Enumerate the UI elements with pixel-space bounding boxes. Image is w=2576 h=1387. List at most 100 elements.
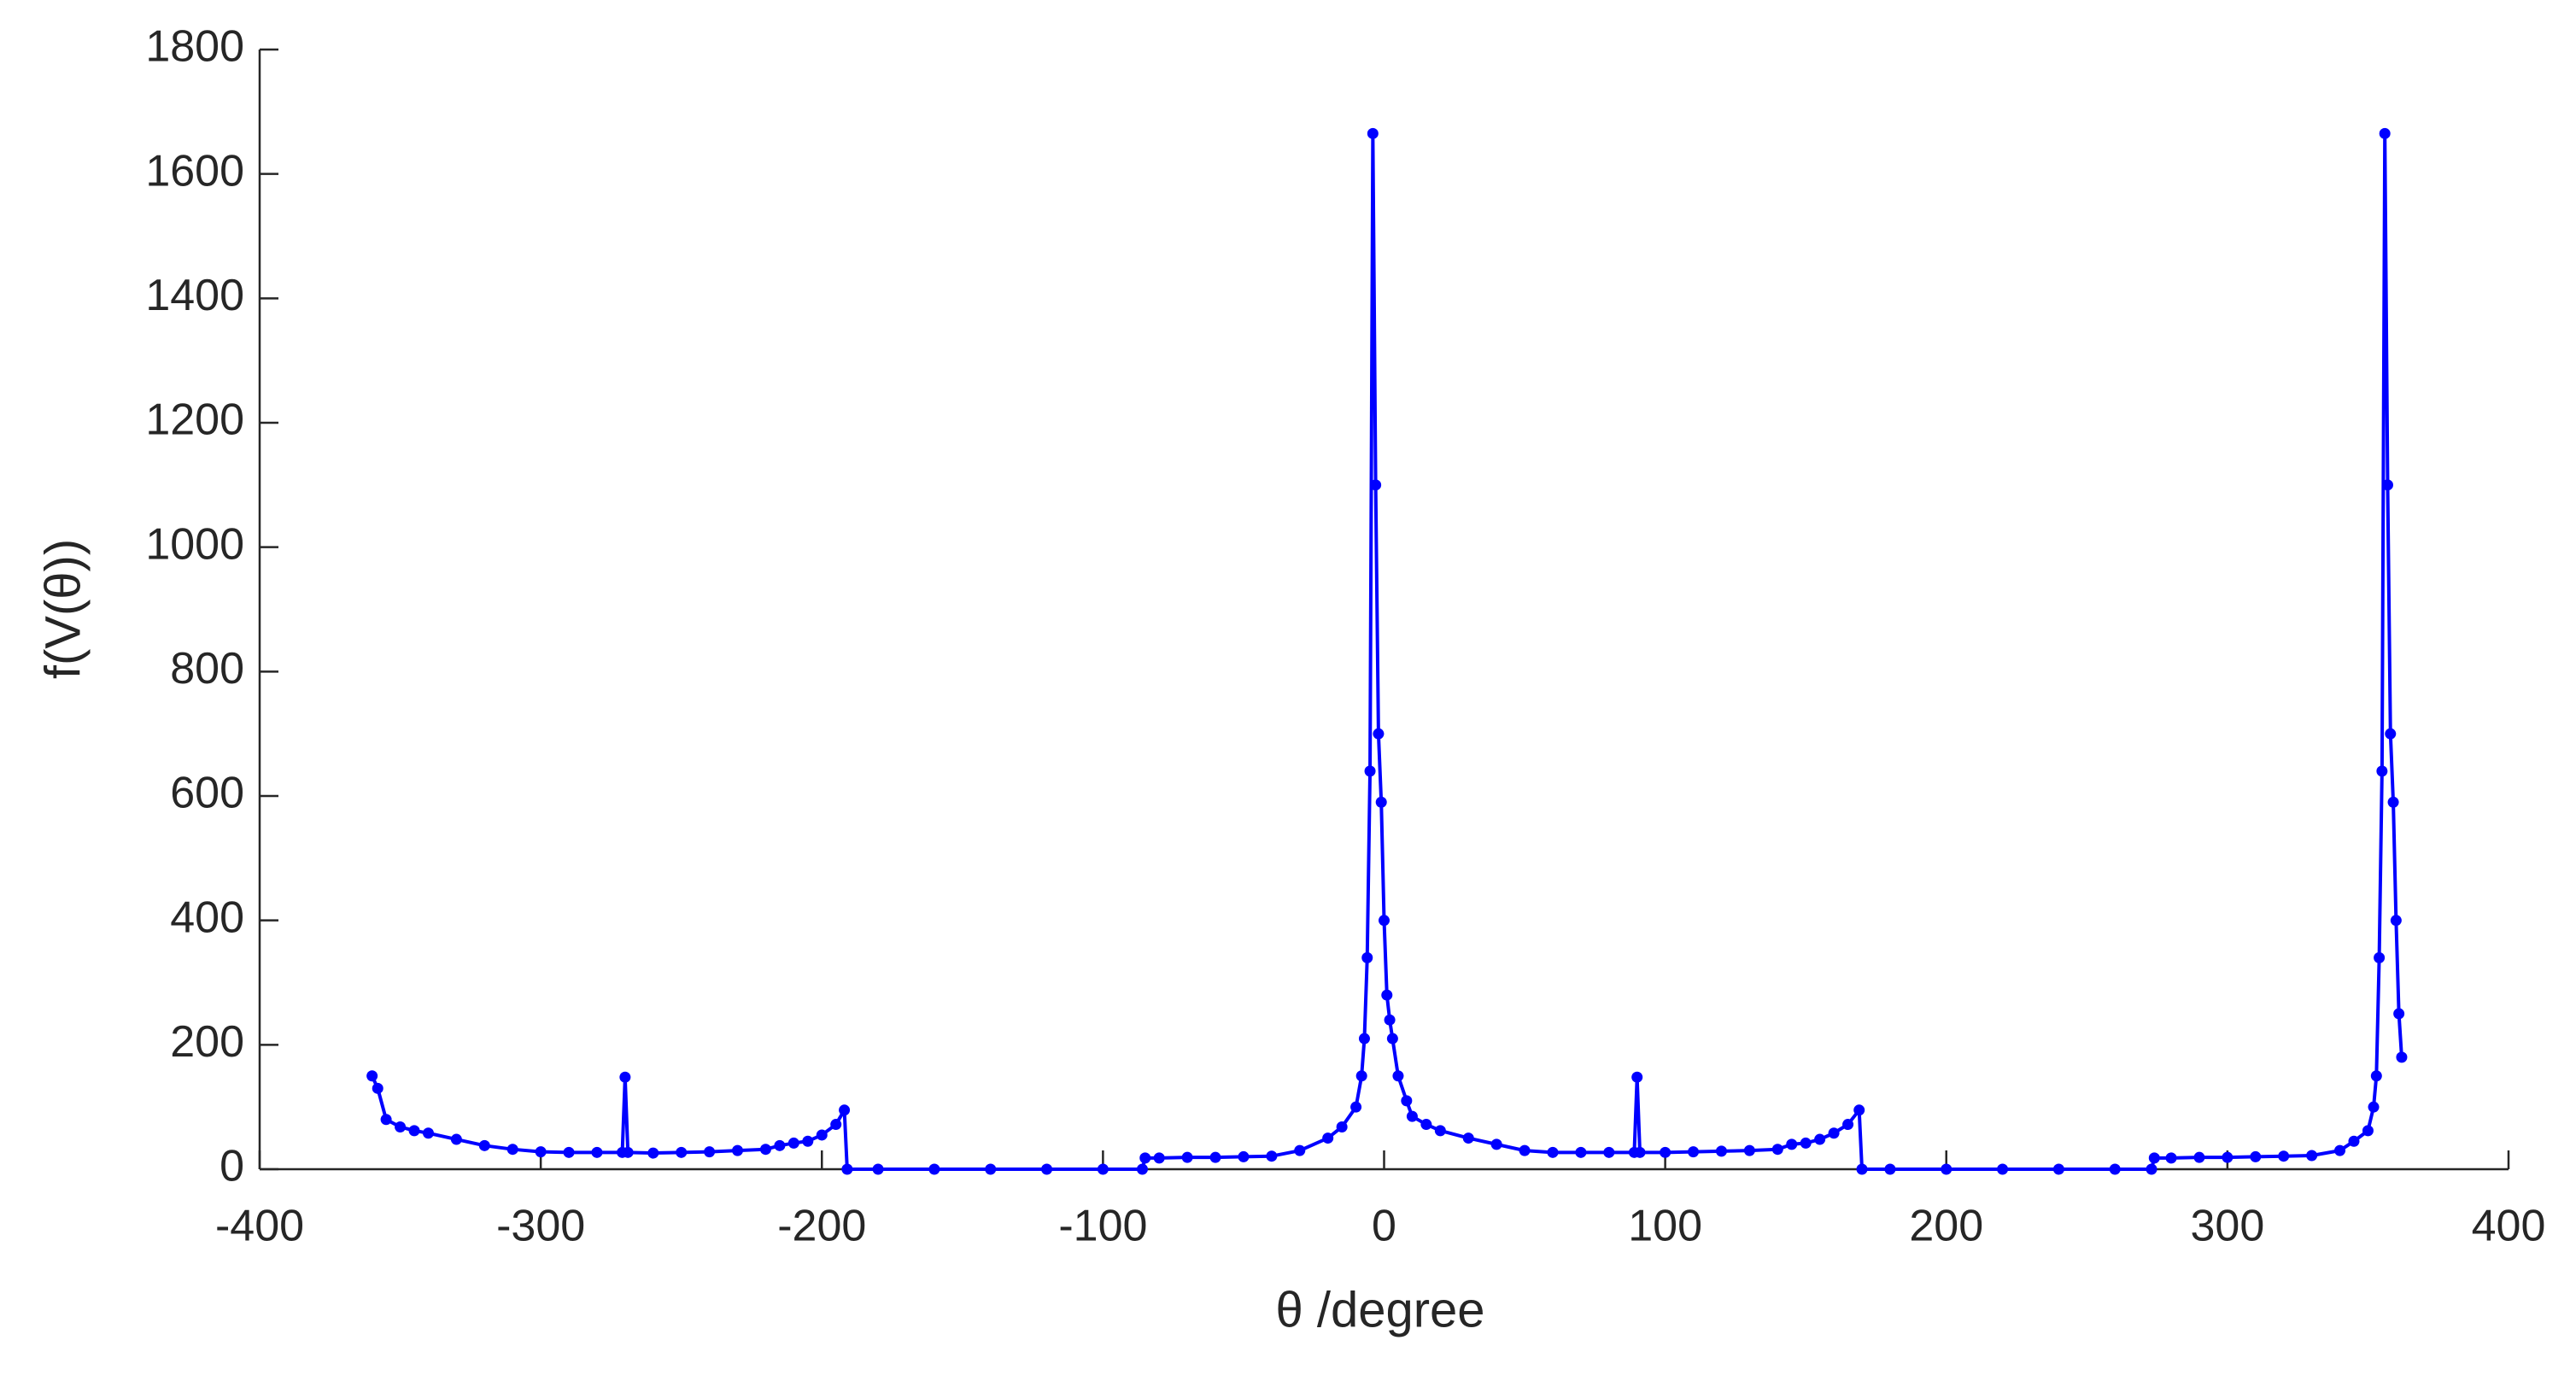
y-tick-label: 400 bbox=[170, 892, 244, 942]
data-point bbox=[802, 1135, 814, 1147]
data-point bbox=[647, 1147, 659, 1159]
data-point bbox=[1358, 1033, 1370, 1045]
data-point bbox=[1370, 479, 1382, 491]
data-point bbox=[1547, 1146, 1559, 1158]
data-point bbox=[2370, 1070, 2382, 1082]
data-point bbox=[928, 1163, 940, 1175]
data-point bbox=[1688, 1146, 1700, 1158]
y-tick-label: 200 bbox=[170, 1017, 244, 1067]
data-point bbox=[1519, 1144, 1531, 1156]
data-point bbox=[1814, 1133, 1826, 1145]
data-point bbox=[506, 1144, 518, 1156]
x-tick-label: -200 bbox=[777, 1202, 866, 1251]
data-point bbox=[1375, 796, 1387, 808]
data-point bbox=[1401, 1095, 1413, 1107]
data-point bbox=[830, 1119, 842, 1131]
data-point bbox=[2374, 951, 2386, 963]
data-point bbox=[1350, 1101, 1362, 1113]
data-line bbox=[370, 132, 2403, 1171]
data-point bbox=[535, 1146, 547, 1158]
data-point bbox=[619, 1071, 631, 1083]
data-point bbox=[2362, 1125, 2374, 1137]
data-point bbox=[1379, 915, 1390, 927]
data-point bbox=[774, 1139, 786, 1151]
data-point bbox=[1941, 1163, 1952, 1175]
data-point bbox=[2278, 1150, 2290, 1162]
data-point bbox=[1715, 1145, 1727, 1157]
data-point bbox=[1336, 1121, 1348, 1132]
data-point bbox=[622, 1146, 634, 1158]
data-point bbox=[1381, 989, 1393, 1001]
data-point bbox=[1842, 1119, 1854, 1131]
y-tick-label: 600 bbox=[170, 769, 244, 818]
data-point bbox=[704, 1146, 716, 1158]
data-point bbox=[2165, 1152, 2177, 1164]
y-tick-label: 1800 bbox=[145, 22, 244, 72]
data-point bbox=[1462, 1132, 1474, 1144]
x-tick-label: -100 bbox=[1058, 1202, 1147, 1251]
data-point bbox=[1373, 728, 1385, 740]
x-tick-label: -300 bbox=[496, 1202, 585, 1251]
y-tick-label: 800 bbox=[170, 644, 244, 694]
data-point bbox=[1828, 1127, 1840, 1139]
y-tick-label: 1600 bbox=[145, 146, 244, 196]
data-point bbox=[1322, 1132, 1334, 1144]
data-point bbox=[450, 1133, 462, 1145]
y-tick-label: 1200 bbox=[145, 395, 244, 445]
data-point bbox=[2146, 1163, 2157, 1175]
data-point bbox=[2348, 1135, 2360, 1147]
data-point bbox=[2250, 1150, 2262, 1162]
data-point bbox=[1266, 1150, 1278, 1162]
data-point bbox=[1853, 1104, 1865, 1116]
data-point bbox=[395, 1121, 407, 1132]
x-tick-label: -400 bbox=[215, 1202, 304, 1251]
data-point bbox=[816, 1129, 828, 1141]
data-point bbox=[1856, 1163, 1868, 1175]
data-point bbox=[1997, 1163, 2009, 1175]
x-tick-label: 400 bbox=[2472, 1202, 2546, 1251]
data-point bbox=[1367, 127, 1379, 139]
data-point bbox=[1041, 1163, 1053, 1175]
data-point bbox=[2385, 728, 2397, 740]
data-point bbox=[1139, 1152, 1151, 1164]
data-point bbox=[2193, 1151, 2205, 1163]
data-point bbox=[2387, 796, 2399, 808]
data-point bbox=[380, 1114, 392, 1126]
x-tick-label: 300 bbox=[2190, 1202, 2264, 1251]
y-tick-label: 1000 bbox=[145, 519, 244, 569]
data-point bbox=[1420, 1119, 1432, 1131]
data-point bbox=[366, 1070, 378, 1082]
x-tick-label: 0 bbox=[1372, 1202, 1396, 1251]
data-point bbox=[2222, 1151, 2234, 1163]
data-point bbox=[1153, 1152, 1165, 1164]
data-point bbox=[1786, 1138, 1798, 1150]
y-tick-label: 1400 bbox=[145, 271, 244, 320]
data-point bbox=[676, 1146, 688, 1158]
data-point bbox=[372, 1082, 383, 1094]
x-axis-label: θ /degree bbox=[1275, 1282, 1484, 1337]
data-point bbox=[1392, 1070, 1404, 1082]
data-point bbox=[2376, 765, 2388, 777]
data-point bbox=[1136, 1163, 1148, 1175]
data-point bbox=[1771, 1144, 1783, 1156]
data-point bbox=[2052, 1163, 2064, 1175]
data-point bbox=[2368, 1101, 2380, 1113]
data-point bbox=[1743, 1144, 1755, 1156]
data-point bbox=[1490, 1138, 1502, 1150]
data-point bbox=[1603, 1146, 1615, 1158]
y-tick-label: 0 bbox=[220, 1142, 244, 1191]
data-point bbox=[2109, 1163, 2121, 1175]
data-point bbox=[422, 1127, 434, 1139]
y-axis-label: f(V(θ)) bbox=[35, 539, 91, 679]
data-point bbox=[1631, 1071, 1643, 1083]
data-point bbox=[2148, 1152, 2160, 1164]
data-point bbox=[1355, 1070, 1367, 1082]
data-point bbox=[1181, 1151, 1193, 1163]
data-point bbox=[1800, 1137, 1812, 1149]
data-point bbox=[1575, 1146, 1587, 1158]
data-point bbox=[2381, 479, 2393, 491]
x-tick-label: 200 bbox=[1909, 1202, 1983, 1251]
data-point bbox=[2334, 1144, 2346, 1156]
